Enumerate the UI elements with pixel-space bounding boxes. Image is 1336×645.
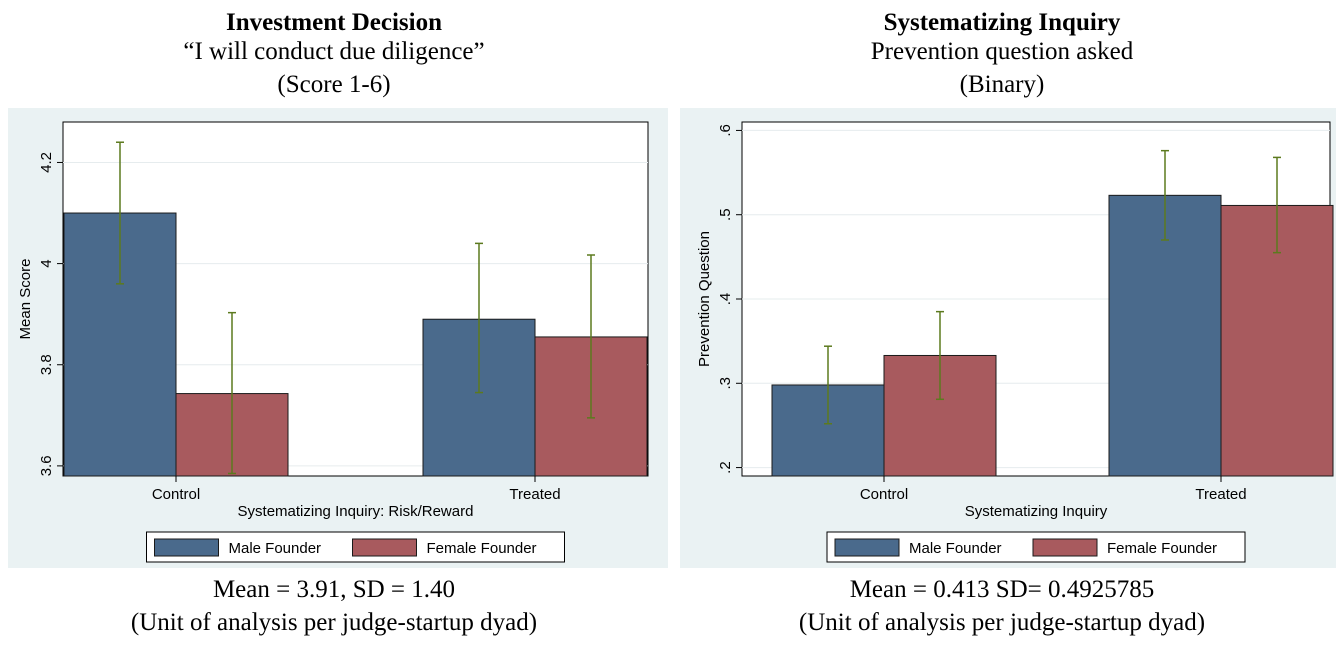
y-axis-label: Prevention Question (696, 231, 713, 367)
chart-unit-note: (Binary) (959, 71, 1045, 98)
legend-swatch-female-founder (352, 538, 417, 557)
unit-of-analysis-note: (Unit of analysis per judge-startup dyad… (798, 609, 1206, 636)
chart-title: Investment Decision (226, 9, 442, 36)
chart-unit-note: (Score 1-6) (277, 71, 391, 98)
chart-panel-systematizing-inquiry: Systematizing Inquiry Prevention questio… (668, 0, 1336, 645)
summary-statistics: Mean = 3.91, SD = 1.40 (212, 576, 456, 603)
y-tick-label: 3.6 (38, 455, 55, 476)
unit-of-analysis-note: (Unit of analysis per judge-startup dyad… (130, 609, 538, 636)
legend-label-male-founder: Male Founder (229, 540, 322, 557)
chart-title: Systematizing Inquiry (883, 9, 1121, 36)
chart-subtitle: “I will conduct due diligence” (183, 38, 485, 65)
bar-chart-investment-decision: 3.6 3.8 4 4.2 Control Treated Systematizing In… (8, 108, 668, 568)
x-tick-label: Control (860, 486, 908, 503)
chart-panel-investment-decision: Investment Decision “I will conduct due … (8, 9, 668, 636)
y-tick-label: .2 (717, 461, 734, 474)
bar-treated-male-founder (1108, 194, 1222, 477)
y-tick-label: 3.8 (38, 354, 55, 375)
bar-chart-systematizing-inquiry: .2 .3 .4 .5 .6 Control Treated Systematizing In… (680, 108, 1336, 568)
chart-subtitle: Prevention question asked (870, 38, 1134, 65)
y-tick-label: .4 (717, 293, 734, 306)
legend-label-female-founder: Female Founder (1107, 540, 1217, 557)
legend-swatch-male-founder (154, 538, 219, 557)
x-tick-label: Treated (1195, 486, 1246, 503)
x-tick-label: Treated (509, 486, 560, 503)
legend-swatch-female-founder (1032, 538, 1098, 557)
y-tick-label: .5 (717, 208, 734, 221)
summary-statistics: Mean = 0.413 SD= 0.4925785 (849, 576, 1155, 603)
x-axis-label: Systematizing Inquiry: Risk/Reward (238, 503, 474, 520)
x-axis-label: Systematizing Inquiry (965, 503, 1108, 520)
x-tick-label: Control (152, 486, 200, 503)
legend-label-male-founder: Male Founder (909, 540, 1002, 557)
y-tick-label: 4.2 (38, 152, 55, 173)
y-tick-label: 4 (38, 259, 55, 267)
legend-swatch-male-founder (834, 538, 900, 557)
legend-label-female-founder: Female Founder (427, 540, 537, 557)
y-tick-label: .6 (717, 124, 734, 137)
y-axis-label: Mean Score (17, 259, 34, 340)
y-tick-label: .3 (717, 377, 734, 390)
bar-treated-female-founder (1220, 204, 1334, 477)
